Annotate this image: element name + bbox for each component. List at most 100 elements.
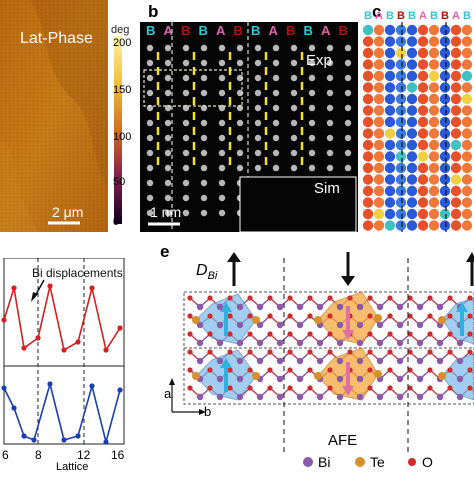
dipole-dot [461,47,473,59]
dipole-dot [417,128,429,139]
dipole-dot [384,24,396,36]
atom-dot [146,209,154,217]
atom-dot [326,164,334,172]
oxygen-atom [367,367,373,373]
oxygen-atom [227,385,233,391]
dipole-dot [395,24,407,36]
bismuth-atom [396,303,404,311]
dipole-dot [362,197,374,208]
dipole-dot [428,105,440,116]
bismuth-atom [416,357,424,365]
oxygen-atom [247,349,253,355]
panel-label-e: e [160,242,170,261]
red-series-marker [103,347,109,353]
atom-dot [146,74,154,82]
dipole-dot [428,36,440,47]
dipole-dot [439,128,451,139]
oxygen-atom [387,313,393,319]
dipole-dot [373,128,385,139]
bismuth-atom [396,321,404,329]
legend-bi-swatch [303,457,313,467]
bismuth-atom [196,357,204,365]
panel-a: Lat-Phase 2 μm deg 200 150 100 50 0 [0,0,150,232]
oxygen-atom [347,349,353,355]
dipole-dot [395,93,407,105]
oxygen-atom [267,331,273,337]
dipole-dot [384,151,396,162]
stem-column-label: B [338,23,348,38]
oxygen-atom [267,385,273,391]
oxygen-atom [307,367,313,373]
bismuth-atom [216,339,224,347]
bismuth-atom [416,375,424,383]
bismuth-atom [276,303,284,311]
dipole-dot [450,24,462,36]
bismuth-atom [256,303,264,311]
bismuth-atom [416,393,424,401]
dipole-dot [384,128,396,139]
dipole-dot [461,105,473,116]
dipole-dot [428,220,440,231]
dipole-dot [417,174,429,185]
atom-dot [200,149,208,157]
dipole-dot [450,82,462,93]
dipole-dot [461,128,473,139]
oxygen-atom [247,367,253,373]
atom-dot [164,44,172,52]
oxygen-atom [287,367,293,373]
bismuth-atom [436,393,444,401]
oxygen-atom [327,349,333,355]
dipole-dot [384,162,396,174]
crystal-structure [169,252,474,467]
bismuth-atom [396,375,404,383]
oxygen-atom [387,367,393,373]
dipole-dot [384,59,396,70]
atom-dot [344,104,352,112]
x-tick-16: 16 [111,448,125,462]
atom-dot [200,44,208,52]
dipole-dot [395,197,407,208]
dipole-dot [450,116,462,128]
stem-column-label: B [181,23,191,38]
oxygen-atom [447,349,453,355]
dipole-dot [439,70,451,82]
dipole-dot [406,59,418,70]
dipole-dot [461,151,473,162]
dipole-dot [373,82,385,93]
oxygen-atom [347,295,353,301]
bismuth-atom [316,393,324,401]
oxygen-atom [327,313,333,319]
dipole-dot [450,70,462,82]
bismuth-atom [256,393,264,401]
dipole-dot [439,174,451,185]
dipole-dot [461,82,473,93]
dipole-dot [406,220,418,231]
dipole-dot [428,70,440,82]
dbi-arrows [227,252,474,286]
bismuth-atom [236,393,244,401]
dipole-dot [362,93,374,105]
dipole-dot [384,220,396,231]
bismuth-atom [256,339,264,347]
dipole-dot [417,93,429,105]
oxygen-atom [187,367,193,373]
bismuth-atom [356,303,364,311]
oxygen-atom [247,331,253,337]
atom-dot [236,119,244,127]
atom-dot [218,164,226,172]
oxygen-atom [467,295,473,301]
dipole-dot [461,208,473,220]
bismuth-atom [376,393,384,401]
oxygen-atom [467,313,473,319]
oxygen-atom [267,313,273,319]
bismuth-atom [356,339,364,347]
oxygen-atom [287,385,293,391]
oxygen-atom [327,385,333,391]
atom-dot [290,134,298,142]
atom-dot [272,164,280,172]
dipole-dot [362,162,374,174]
bismuth-atom [456,393,464,401]
bismuth-atom [236,357,244,365]
panel-d: Bi displacements 6 8 12 16 Lattice [0,257,130,474]
dipole-dot [428,139,440,151]
